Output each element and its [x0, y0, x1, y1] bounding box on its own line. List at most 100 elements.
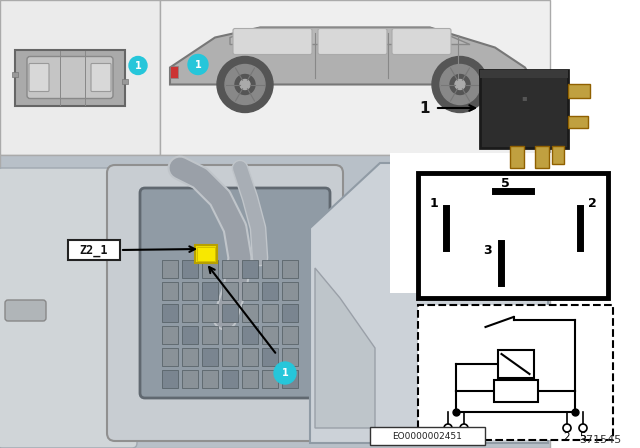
Bar	[202, 282, 218, 300]
Bar	[242, 326, 258, 344]
Circle shape	[563, 424, 571, 432]
Circle shape	[450, 74, 470, 95]
FancyBboxPatch shape	[535, 146, 549, 168]
Text: ▪: ▪	[521, 94, 527, 103]
Text: 1: 1	[461, 432, 467, 442]
Bar	[12, 72, 18, 77]
FancyBboxPatch shape	[5, 300, 46, 321]
Bar	[242, 370, 258, 388]
Bar	[262, 326, 278, 344]
Bar	[282, 304, 298, 322]
Bar	[222, 304, 238, 322]
Bar	[242, 282, 258, 300]
Text: 3: 3	[445, 432, 451, 442]
FancyBboxPatch shape	[140, 188, 330, 398]
Polygon shape	[230, 27, 470, 44]
Text: 1: 1	[429, 197, 438, 210]
Bar	[262, 282, 278, 300]
FancyBboxPatch shape	[0, 168, 137, 448]
Bar	[370, 427, 485, 445]
Circle shape	[432, 56, 488, 112]
Polygon shape	[315, 268, 375, 428]
Polygon shape	[15, 49, 125, 105]
Bar	[162, 348, 178, 366]
Bar	[282, 260, 298, 278]
Text: 1: 1	[134, 60, 141, 70]
Bar	[68, 240, 120, 260]
Circle shape	[240, 79, 250, 90]
Circle shape	[129, 56, 147, 74]
Text: Z2_1: Z2_1	[80, 244, 108, 257]
Circle shape	[579, 424, 587, 432]
Polygon shape	[310, 163, 548, 443]
Text: 1: 1	[195, 60, 202, 69]
Bar	[418, 173, 608, 298]
Bar	[497, 350, 534, 378]
Circle shape	[444, 424, 452, 432]
Bar	[222, 370, 238, 388]
Bar	[480, 70, 568, 78]
Text: 1: 1	[282, 368, 289, 378]
Bar	[182, 282, 198, 300]
Text: 2: 2	[564, 432, 570, 442]
FancyBboxPatch shape	[233, 29, 312, 55]
FancyBboxPatch shape	[392, 29, 451, 55]
Text: 371545: 371545	[579, 435, 621, 445]
Bar	[282, 326, 298, 344]
Bar	[162, 282, 178, 300]
Bar	[162, 260, 178, 278]
Bar	[197, 247, 215, 261]
Bar	[182, 370, 198, 388]
Circle shape	[217, 56, 273, 112]
Bar	[262, 370, 278, 388]
Circle shape	[460, 424, 468, 432]
FancyBboxPatch shape	[91, 64, 111, 91]
Bar	[242, 260, 258, 278]
FancyBboxPatch shape	[318, 29, 387, 55]
FancyBboxPatch shape	[27, 56, 113, 99]
FancyBboxPatch shape	[568, 84, 590, 98]
Text: 5: 5	[500, 177, 509, 190]
Text: 3: 3	[483, 244, 492, 257]
Bar	[162, 370, 178, 388]
Bar	[160, 0, 550, 155]
Bar	[182, 326, 198, 344]
FancyBboxPatch shape	[510, 146, 524, 168]
Bar	[242, 348, 258, 366]
Bar	[262, 260, 278, 278]
Circle shape	[235, 74, 255, 95]
Circle shape	[188, 55, 208, 74]
Bar	[182, 348, 198, 366]
Bar	[202, 260, 218, 278]
Polygon shape	[170, 27, 535, 85]
Bar	[0, 0, 160, 155]
Bar	[222, 348, 238, 366]
Bar	[222, 326, 238, 344]
Bar	[418, 305, 613, 440]
Text: 1: 1	[420, 100, 430, 116]
Bar	[162, 304, 178, 322]
Bar	[390, 153, 640, 293]
Bar	[202, 348, 218, 366]
Bar	[493, 380, 538, 402]
Circle shape	[455, 79, 465, 90]
Text: EO0000002451: EO0000002451	[392, 431, 462, 440]
FancyBboxPatch shape	[29, 64, 49, 91]
Bar	[202, 370, 218, 388]
Circle shape	[225, 65, 265, 104]
Bar	[282, 370, 298, 388]
Bar	[222, 282, 238, 300]
Bar	[0, 155, 550, 448]
Text: 2: 2	[588, 197, 596, 210]
Bar	[480, 70, 568, 148]
Bar	[222, 260, 238, 278]
FancyBboxPatch shape	[107, 165, 343, 441]
Bar	[262, 348, 278, 366]
Bar	[170, 65, 178, 78]
FancyBboxPatch shape	[568, 116, 588, 128]
Bar	[202, 326, 218, 344]
FancyBboxPatch shape	[552, 146, 564, 164]
Bar	[162, 326, 178, 344]
Bar	[242, 304, 258, 322]
Text: 5: 5	[580, 432, 586, 442]
